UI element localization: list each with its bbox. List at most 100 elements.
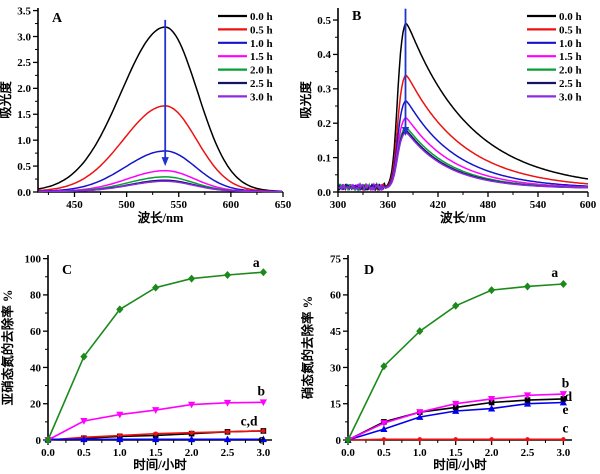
y-tick-label: 0.5 <box>317 15 331 27</box>
triangle-down-marker <box>380 420 388 427</box>
panel-C-container: 0.0 0.5 1.0 1.5 2.0 2.5 3.0 0 20 40 60 80 100 时间/小时 亚硝… <box>0 237 300 474</box>
curve-label-a: a <box>253 255 260 270</box>
x-tick-label: 3.0 <box>557 447 571 459</box>
triangle-up-marker <box>259 435 267 443</box>
curve-label-e: e <box>258 432 264 447</box>
curve-0.0h <box>338 21 589 192</box>
y-tick-label: 2.5 <box>17 57 31 69</box>
x-tick-label: 1.5 <box>149 447 163 459</box>
triangle-down-marker <box>259 399 267 407</box>
series-group <box>338 21 589 193</box>
square-marker <box>560 396 567 402</box>
curve-label-b: b <box>562 375 570 390</box>
y-tick-label: 0.3 <box>317 84 331 96</box>
y-tick-label: 0 <box>36 435 42 447</box>
x-tick-label: 600 <box>223 199 240 211</box>
diamond-marker <box>259 268 267 277</box>
legend-label: 2.5 h <box>250 78 273 90</box>
y-tick-label: 60 <box>30 326 42 338</box>
x-tick-label: 0.0 <box>341 447 355 459</box>
triangle-up-marker <box>187 435 196 443</box>
panel-D-chart: 0.0 0.5 1.0 1.5 2.0 2.5 3.0 0 15 30 45 60 75 时间/小时 硝态氮… <box>300 253 573 472</box>
diamond-marker <box>116 305 124 314</box>
y-tick-label: 100 <box>25 253 42 265</box>
y-tick-label: 40 <box>30 362 42 374</box>
legend-label: 0.5 h <box>250 24 273 36</box>
plot-area-D: 0.0 0.5 1.0 1.5 2.0 2.5 3.0 0 15 30 45 60 75 时间/小时 硝态氮… <box>300 253 573 472</box>
legend-label: 1.5 h <box>250 51 273 63</box>
circle-marker <box>417 437 422 442</box>
circle-marker <box>381 437 387 442</box>
y-tick-label: 80 <box>30 290 42 302</box>
x-tick-label: 540 <box>530 199 547 211</box>
x-axis-label: 波长/nm <box>440 210 486 225</box>
triangle-down-marker <box>223 399 232 407</box>
legend-label: 0.0 h <box>250 11 273 23</box>
y-axis-label: 吸光度 <box>300 81 313 119</box>
diamond-marker <box>452 301 460 310</box>
triangle-down-marker <box>487 395 496 403</box>
x-tick-label: 0.5 <box>377 447 391 459</box>
triangle-up-marker <box>152 435 160 443</box>
curve-3.0h <box>38 180 282 193</box>
legend-label: 1.5 h <box>559 51 582 63</box>
curve-3.0h <box>338 131 588 192</box>
diamond-marker <box>187 274 196 283</box>
y-tick-label: 3.5 <box>17 5 31 17</box>
x-tick-label: 2.5 <box>221 447 235 459</box>
triangle-down-marker <box>523 392 532 400</box>
x-tick-label: 2.0 <box>485 447 499 459</box>
circle-marker <box>261 428 266 434</box>
axes-C <box>47 255 272 441</box>
panel-B-container: 300 360 420 480 540 600 0.0 0.1 0.2 0.3 0.4 0.5 波长/n… <box>298 0 600 237</box>
legend-label: 2.0 h <box>559 65 582 77</box>
x-tick-label: 360 <box>380 199 397 211</box>
circle-marker <box>225 429 230 435</box>
x-axis-label: 时间/小时 <box>433 457 487 472</box>
panel-letter-A: A <box>52 11 63 26</box>
down-arrow-head <box>161 157 169 167</box>
legend-label: 0.0 h <box>559 11 582 23</box>
y-tick-label: 15 <box>330 399 342 411</box>
x-tick-label: 0.5 <box>77 447 91 459</box>
y-tick-label: 0.2 <box>317 118 331 130</box>
y-tick-label: 1.5 <box>17 109 31 121</box>
diamond-marker <box>559 280 567 289</box>
curve-label-a: a <box>551 265 558 280</box>
triangle-down-marker <box>187 401 196 409</box>
y-axis-label: 亚硝态氮的去除率 % <box>0 290 15 406</box>
curve-label-c-d: c,d <box>241 413 258 428</box>
series-a-line <box>47 271 264 441</box>
x-tick-label: 550 <box>170 199 187 211</box>
y-tick-label: 20 <box>30 399 42 411</box>
y-tick-label: 0.5 <box>17 161 31 173</box>
triangle-up-marker <box>416 413 424 420</box>
diamond-marker <box>523 282 532 291</box>
x-tick-label: 1.5 <box>449 447 463 459</box>
axes-B <box>337 8 588 193</box>
y-tick-label: 0 <box>336 435 342 447</box>
plot-area-C: 0.0 0.5 1.0 1.5 2.0 2.5 3.0 0 20 40 60 80 100 时间/小时 亚硝… <box>0 253 272 472</box>
y-tick-label: 3.0 <box>17 31 31 43</box>
y-tick-label: 60 <box>330 290 342 302</box>
diamond-marker <box>80 352 88 361</box>
diamond-marker <box>344 436 352 444</box>
curve-0.0h <box>38 26 282 192</box>
circle-marker <box>489 437 494 442</box>
x-tick-label: 0.0 <box>41 447 55 459</box>
panel-A-container: 450 500 550 600 650 0.0 0.5 1.0 1.5 2.0 2.5 3.0 3.5 波… <box>0 0 300 237</box>
circle-marker <box>189 430 194 435</box>
x-tick-label: 3.0 <box>257 447 271 459</box>
panel-letter-B: B <box>352 9 361 24</box>
y-tick-label: 1.0 <box>17 135 31 147</box>
y-tick-label: 0.0 <box>17 187 31 199</box>
panel-letter-D: D <box>364 263 374 278</box>
x-tick-label: 2.5 <box>521 447 535 459</box>
legend-label: 1.0 h <box>559 38 582 50</box>
curve-1.0h <box>38 150 283 193</box>
x-tick-label: 500 <box>118 199 135 211</box>
triangle-up-marker <box>559 398 567 406</box>
triangle-down-marker <box>116 411 124 419</box>
x-tick-label: 1.0 <box>113 447 127 459</box>
